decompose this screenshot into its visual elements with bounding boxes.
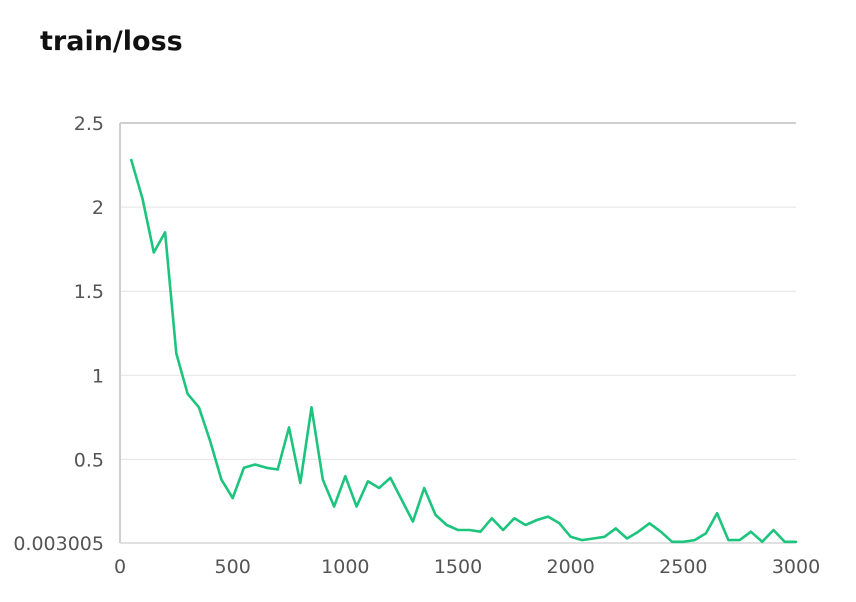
x-tick-labels: 0 500 1000 1500 2000 2500 3000 <box>114 556 820 578</box>
y-tick-label: 1 <box>92 365 104 387</box>
y-tick-label: 0.5 <box>74 449 104 471</box>
grid-lines <box>120 122 796 460</box>
y-tick-label: 0.003005 <box>13 533 104 555</box>
x-tick-label: 3000 <box>772 556 820 578</box>
loss-series-line <box>130 158 798 544</box>
y-tick-labels: 2.5 2 1.5 1 0.5 0.003005 <box>13 113 104 555</box>
y-tick-label: 2.5 <box>74 113 104 135</box>
y-tick-label: 1.5 <box>74 281 104 303</box>
series-layer <box>130 158 798 544</box>
x-tick-label: 1000 <box>321 556 369 578</box>
x-tick-label: 2000 <box>546 556 594 578</box>
x-tick-label: 500 <box>215 556 251 578</box>
x-tick-label: 2500 <box>659 556 707 578</box>
x-tick-label: 1500 <box>434 556 482 578</box>
x-tick-label: 0 <box>114 556 126 578</box>
y-tick-label: 2 <box>92 197 104 219</box>
chart-title: train/loss <box>40 26 183 57</box>
